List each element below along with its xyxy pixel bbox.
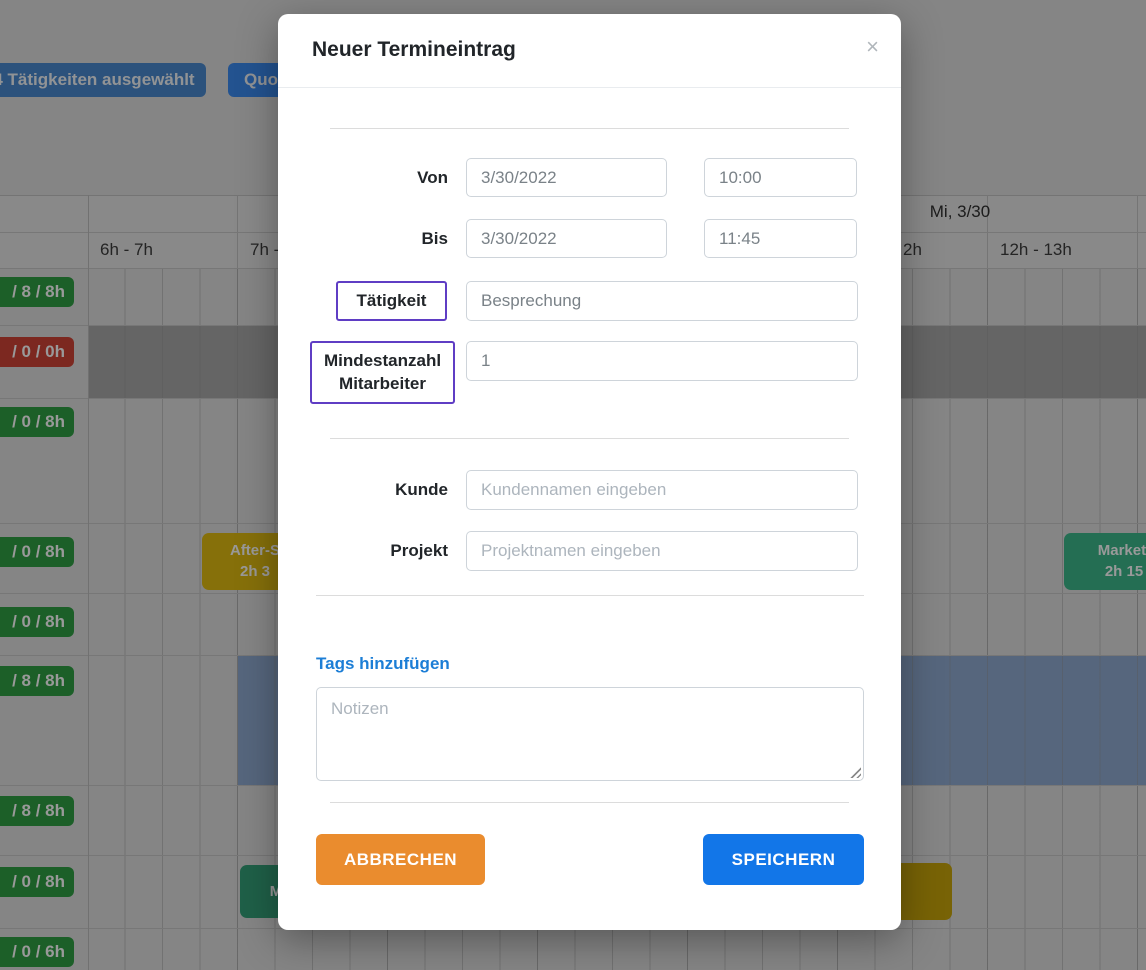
event-duration: 2h 3 [239,563,270,580]
mindestanzahl-input[interactable] [466,341,858,381]
employee-column-divider [88,195,89,970]
taetigkeit-input[interactable] [466,281,858,321]
taetigkeit-label: Tätigkeit [356,290,427,310]
capacity-badge: / 8 / 8h [0,277,74,307]
capacity-badge: / 0 / 6h [0,937,74,967]
section-divider [330,128,849,129]
kunde-label: Kunde [395,480,448,499]
calendar-event[interactable]: Marketi 2h 15 [1064,533,1146,590]
capacity-badge: / 0 / 8h [0,607,74,637]
day-header: Mi, 3/30 [929,202,991,221]
projekt-input[interactable] [466,531,858,571]
capacity-badge: / 0 / 8h [0,407,74,437]
new-appointment-dialog: Neuer Termineintrag × Von Bis Tätigkeit … [278,14,901,930]
event-title: After-S [229,542,280,559]
capacity-badge: / 8 / 8h [0,796,74,826]
capacity-badge: / 0 / 8h [0,867,74,897]
von-label: Von [417,168,448,187]
hour-header: 12h - 13h [1000,240,1072,259]
event-title: Marketi [1097,542,1146,559]
bis-date-input[interactable] [466,219,667,258]
resize-handle-icon[interactable] [850,767,861,778]
activities-selected-button[interactable]: 4 Tätigkeiten ausgewählt [0,63,206,97]
projekt-label: Projekt [390,541,448,560]
bis-label: Bis [421,229,448,248]
mindestanzahl-label-highlight: Mindestanzahl Mitarbeiter [310,341,455,404]
capacity-badge: / 0 / 8h [0,537,74,567]
section-divider [330,438,849,439]
add-tags-link[interactable]: Tags hinzufügen [316,654,450,673]
cancel-button[interactable]: ABBRECHEN [316,834,485,885]
capacity-badge: / 0 / 0h [0,337,74,367]
hour-header: 6h - 7h [100,240,153,259]
hour-header: 2h [903,240,922,259]
von-time-input[interactable] [704,158,857,197]
dialog-header: Neuer Termineintrag × [278,14,901,88]
save-button[interactable]: SPEICHERN [703,834,864,885]
taetigkeit-label-highlight: Tätigkeit [336,281,447,321]
event-duration: 2h 15 [1104,563,1144,580]
close-icon[interactable]: × [866,34,879,59]
calendar-event[interactable] [894,863,952,920]
bis-time-input[interactable] [704,219,857,258]
section-divider [316,595,864,596]
kunde-input[interactable] [466,470,858,510]
hour-header: 7h - [250,240,280,259]
capacity-badge: / 8 / 8h [0,666,74,696]
von-date-input[interactable] [466,158,667,197]
dialog-title: Neuer Termineintrag [312,38,516,61]
notes-textarea[interactable] [316,687,864,781]
section-divider [330,802,849,803]
mindestanzahl-label: Mindestanzahl Mitarbeiter [323,350,442,393]
